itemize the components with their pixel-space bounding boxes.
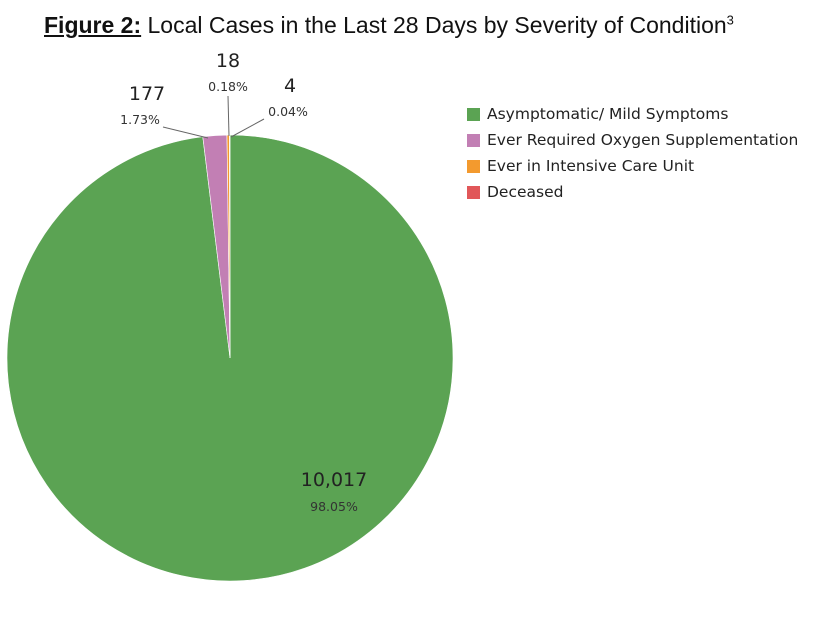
legend-swatch-0 — [467, 107, 480, 121]
value-label-1: 177 — [129, 83, 165, 105]
percent-label-1: 1.73% — [120, 112, 160, 127]
value-label-0: 10,017 — [301, 469, 367, 491]
value-label-2: 18 — [216, 50, 240, 72]
legend-swatch-2 — [467, 159, 480, 173]
percent-label-0: 98.05% — [310, 499, 358, 514]
leader-line-1 — [162, 126, 209, 139]
title-text: Local Cases in the Last 28 Days by Sever… — [141, 12, 727, 38]
pie-slices — [6, 134, 454, 582]
legend-item-2: Ever in Intensive Care Unit — [467, 153, 798, 179]
legend-swatch-1 — [467, 133, 480, 147]
figure-number: Figure 2: — [44, 12, 142, 38]
percent-label-3: 0.04% — [268, 104, 308, 119]
leader-lines — [162, 95, 265, 139]
legend-item-0: Asymptomatic/ Mild Symptoms — [467, 101, 798, 127]
chart-title: Figure 2: Local Cases in the Last 28 Day… — [44, 12, 734, 39]
legend-swatch-3 — [467, 185, 480, 199]
legend-label-3: Deceased — [487, 183, 564, 201]
legend-label-0: Asymptomatic/ Mild Symptoms — [487, 105, 729, 123]
percent-label-2: 0.18% — [208, 79, 248, 94]
leader-line-3 — [230, 118, 265, 138]
data-labels: 10,017 98.05% 177 1.73% 18 0.18% 4 0.04% — [120, 50, 367, 514]
legend-item-3: Deceased — [467, 179, 798, 205]
title-footnote: 3 — [726, 12, 734, 28]
value-label-3: 4 — [284, 75, 296, 97]
legend: Asymptomatic/ Mild Symptoms Ever Required… — [467, 101, 798, 205]
leader-line-2 — [227, 95, 230, 137]
legend-item-1: Ever Required Oxygen Supplementation — [467, 127, 798, 153]
legend-label-1: Ever Required Oxygen Supplementation — [487, 131, 799, 149]
legend-label-2: Ever in Intensive Care Unit — [487, 157, 695, 175]
